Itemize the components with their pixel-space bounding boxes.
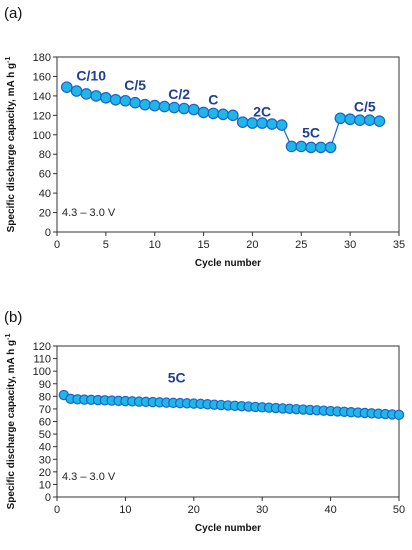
y-tick-label: 80: [39, 149, 51, 161]
y-axis-label-superscript: -1: [5, 57, 12, 63]
x-tick-label: 30: [344, 239, 356, 251]
data-point: [90, 90, 102, 102]
x-axis-label: Cycle number: [195, 523, 261, 534]
x-tick-label: 35: [393, 239, 405, 251]
data-point: [148, 99, 161, 112]
y-tick-label: 110: [33, 354, 51, 366]
rate-annotation: 2C: [253, 103, 271, 119]
rate-annotation: C/10: [76, 67, 106, 83]
data-point: [158, 100, 171, 113]
data-point: [236, 116, 249, 128]
panel-label: (b): [4, 309, 22, 326]
y-tick-label: 90: [39, 379, 51, 391]
y-tick-label: 20: [39, 208, 51, 220]
x-tick-label: 20: [246, 239, 258, 251]
data-point: [295, 140, 308, 153]
data-point: [217, 108, 229, 121]
y-tick-label: 120: [33, 110, 51, 122]
y-tick-label: 40: [39, 188, 51, 200]
y-tick-label: 80: [39, 391, 51, 403]
y-tick-label: 0: [45, 227, 51, 239]
data-point: [80, 88, 93, 100]
y-tick-label: 40: [39, 442, 51, 454]
voltage-window-label: 4.3 – 3.0 V: [62, 471, 116, 483]
voltage-window-label: 4.3 – 3.0 V: [62, 207, 116, 219]
y-tick-label: 60: [39, 169, 51, 181]
data-point: [275, 119, 288, 131]
rate-annotation: C/2: [168, 86, 190, 102]
x-tick-label: 15: [197, 239, 209, 251]
data-point: [305, 141, 317, 154]
y-tick-label: 30: [39, 454, 51, 466]
data-point: [227, 109, 239, 122]
x-tick-label: 0: [54, 504, 60, 516]
x-tick-label: 25: [295, 239, 307, 251]
y-tick-label: 70: [39, 404, 51, 416]
data-point: [373, 115, 386, 127]
data-point: [334, 112, 347, 125]
rate-annotation: C: [208, 92, 218, 108]
y-tick-label: 120: [33, 341, 51, 353]
data-point: [60, 81, 73, 93]
y-tick-label: 60: [39, 417, 51, 429]
data-point: [197, 106, 210, 119]
data-point: [119, 94, 132, 107]
panel-label: (a): [4, 5, 22, 22]
data-point: [354, 114, 366, 126]
data-point: [109, 93, 122, 106]
y-tick-label: 140: [33, 91, 51, 103]
x-tick-label: 50: [393, 504, 405, 516]
y-tick-label: 180: [33, 52, 51, 64]
y-tick-label: 20: [39, 467, 51, 479]
data-point: [178, 102, 190, 115]
data-point: [363, 114, 376, 126]
data-point: [256, 117, 268, 129]
x-tick-label: 30: [256, 504, 268, 516]
data-point: [129, 96, 141, 109]
data-point: [246, 117, 259, 129]
data-point: [70, 85, 83, 97]
x-tick-label: 0: [54, 239, 60, 251]
y-tick-label: 100: [33, 130, 51, 142]
y-axis-label-superscript: -1: [5, 334, 12, 340]
x-tick-label: 40: [324, 504, 336, 516]
plot-frame-0: [56, 56, 400, 233]
y-tick-label: 50: [39, 429, 51, 441]
y-axis-label: Specific discharge capacity, mA h g-1: [5, 57, 17, 233]
y-tick-label: 10: [39, 479, 51, 491]
x-tick-label: 20: [188, 504, 200, 516]
x-axis-label: Cycle number: [195, 258, 261, 269]
rate-annotation: 5C: [168, 369, 186, 385]
data-point: [168, 101, 181, 114]
x-tick-label: 10: [149, 239, 161, 251]
y-tick-label: 0: [45, 492, 51, 504]
data-point: [285, 140, 298, 153]
x-tick-label: 10: [119, 504, 131, 516]
y-tick-label: 100: [33, 366, 51, 378]
rate-annotation: C/5: [124, 77, 146, 93]
data-point: [266, 118, 278, 130]
rate-annotation: 5C: [302, 125, 320, 141]
data-point: [315, 141, 327, 154]
data-point: [393, 409, 405, 421]
data-point: [188, 103, 200, 116]
y-tick-label: 160: [33, 71, 51, 83]
data-point: [139, 98, 151, 111]
data-point: [324, 141, 337, 154]
data-point: [344, 113, 356, 126]
x-tick-label: 5: [103, 239, 109, 251]
data-point: [207, 107, 220, 120]
data-point: [100, 92, 112, 104]
y-axis-label: Specific discharge capacity, mA h g-1: [5, 334, 17, 510]
rate-annotation: C/5: [354, 98, 376, 114]
